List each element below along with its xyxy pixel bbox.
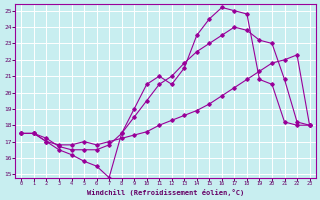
X-axis label: Windchill (Refroidissement éolien,°C): Windchill (Refroidissement éolien,°C): [87, 189, 244, 196]
